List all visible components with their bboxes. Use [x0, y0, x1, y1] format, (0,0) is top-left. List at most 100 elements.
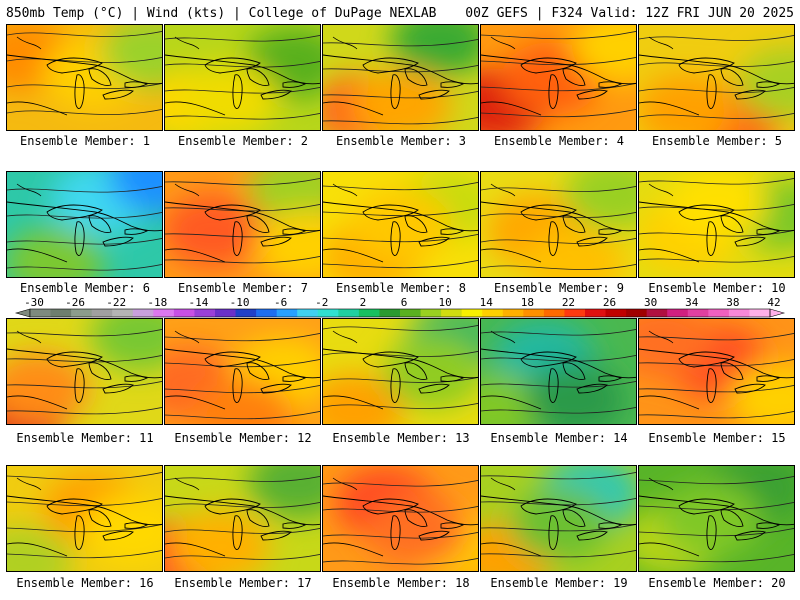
- coastline: [481, 477, 542, 557]
- great-lakes-outline: [362, 57, 419, 74]
- great-lakes-outline: [520, 57, 577, 74]
- coastline: [7, 477, 68, 557]
- height-contour: [639, 86, 794, 93]
- great-lakes-outline: [246, 68, 270, 86]
- great-lakes-outline: [88, 68, 112, 86]
- border-line: [323, 54, 478, 85]
- great-lakes-outline: [204, 351, 261, 368]
- great-lakes-outline: [678, 204, 735, 221]
- coastline: [481, 330, 542, 410]
- colorbar-tick-label: -2: [315, 296, 328, 309]
- member-caption: Ensemble Member: 10: [648, 281, 786, 295]
- colorbar-segment: [256, 309, 278, 317]
- temperature-anomaly-region: [639, 74, 737, 130]
- height-contour: [481, 211, 636, 218]
- member-caption: Ensemble Member: 19: [490, 576, 628, 590]
- height-contour: [323, 324, 478, 331]
- member-caption: Ensemble Member: 1: [19, 134, 151, 148]
- temperature-anomaly-region: [737, 47, 794, 121]
- border-line: [7, 201, 162, 232]
- colorbar-tick-label: 2: [360, 296, 367, 309]
- height-contour: [323, 38, 478, 47]
- member-caption: Ensemble Member: 14: [490, 431, 628, 445]
- colorbar-segment: [71, 309, 93, 317]
- height-contour: [481, 263, 636, 270]
- great-lakes-outline: [74, 368, 85, 403]
- coastline: [639, 477, 700, 557]
- colorbar-segment: [543, 309, 565, 317]
- height-contour: [7, 549, 162, 559]
- border-line: [481, 495, 636, 526]
- member-caption: Ensemble Member: 5: [651, 134, 783, 148]
- colorbar-tick-label: 42: [767, 296, 780, 309]
- great-lakes-outline: [678, 498, 735, 515]
- colorbar-segment: [749, 309, 771, 317]
- height-contour: [323, 233, 478, 243]
- temperature-anomaly-region: [109, 172, 162, 214]
- colorbar-segment: [153, 309, 175, 317]
- great-lakes-outline: [548, 74, 559, 109]
- height-contour: [165, 112, 320, 120]
- height-contour: [165, 527, 320, 534]
- great-lakes-outline: [576, 383, 608, 394]
- ensemble-member-map: [322, 171, 479, 278]
- great-lakes-outline: [124, 81, 149, 88]
- temperature-anomaly-region: [659, 483, 760, 556]
- great-lakes-outline: [204, 204, 261, 221]
- height-contour: [639, 60, 794, 67]
- colorbar-segment: [502, 309, 524, 317]
- ensemble-member-map: [638, 24, 795, 131]
- great-lakes-outline: [548, 515, 559, 550]
- ensemble-member-map: [638, 171, 795, 278]
- height-contour: [639, 177, 794, 185]
- great-lakes-outline: [246, 215, 270, 233]
- border-line: [639, 201, 794, 232]
- map-title: 850mb Temp (°C) | Wind (kts) | College o…: [6, 6, 437, 21]
- temperature-anomaly-region: [7, 226, 105, 277]
- height-contour: [7, 211, 162, 219]
- coastline: [323, 477, 384, 557]
- colorbar-segment: [482, 309, 504, 317]
- great-lakes-outline: [678, 351, 735, 368]
- coastline: [165, 330, 226, 410]
- temperature-anomaly-region: [572, 25, 636, 83]
- member-caption: Ensemble Member: 15: [648, 431, 786, 445]
- temperature-anomaly-region: [256, 210, 320, 277]
- ensemble-member-map: [322, 24, 479, 131]
- great-lakes-outline: [124, 228, 149, 235]
- border-line: [323, 495, 478, 526]
- height-contour: [481, 354, 636, 362]
- height-contour: [481, 237, 636, 244]
- great-lakes-outline: [720, 509, 744, 527]
- height-contour: [7, 263, 162, 271]
- ensemble-member-map: [6, 171, 163, 278]
- border-line: [639, 495, 794, 526]
- coastline: [165, 477, 226, 557]
- colorbar-segment: [646, 309, 668, 317]
- height-contour: [639, 34, 794, 41]
- height-contour: [7, 185, 162, 193]
- member-caption: Ensemble Member: 3: [335, 134, 467, 148]
- height-contour: [481, 30, 636, 40]
- border-line: [165, 54, 320, 85]
- ensemble-member-map: [164, 318, 321, 425]
- great-lakes-outline: [520, 351, 577, 368]
- great-lakes-outline: [706, 221, 717, 256]
- great-lakes-outline: [260, 89, 292, 100]
- colorbar-segment: [461, 309, 483, 317]
- height-contour: [481, 549, 636, 558]
- great-lakes-outline: [74, 221, 85, 256]
- colorbar-segment: [728, 309, 750, 317]
- great-lakes-outline: [404, 509, 428, 527]
- border-line: [7, 54, 162, 85]
- ensemble-member-map: [638, 465, 795, 572]
- coastline: [639, 36, 700, 116]
- height-contour: [481, 185, 636, 192]
- great-lakes-outline: [562, 362, 586, 380]
- colorbar-segment: [50, 309, 72, 317]
- height-contour: [7, 471, 162, 481]
- great-lakes-outline: [88, 362, 112, 380]
- model-valid-time: 00Z GEFS | F324 Valid: 12Z FRI JUN 20 20…: [465, 6, 794, 21]
- temperature-anomaly-region: [7, 352, 89, 424]
- great-lakes-outline: [204, 57, 261, 74]
